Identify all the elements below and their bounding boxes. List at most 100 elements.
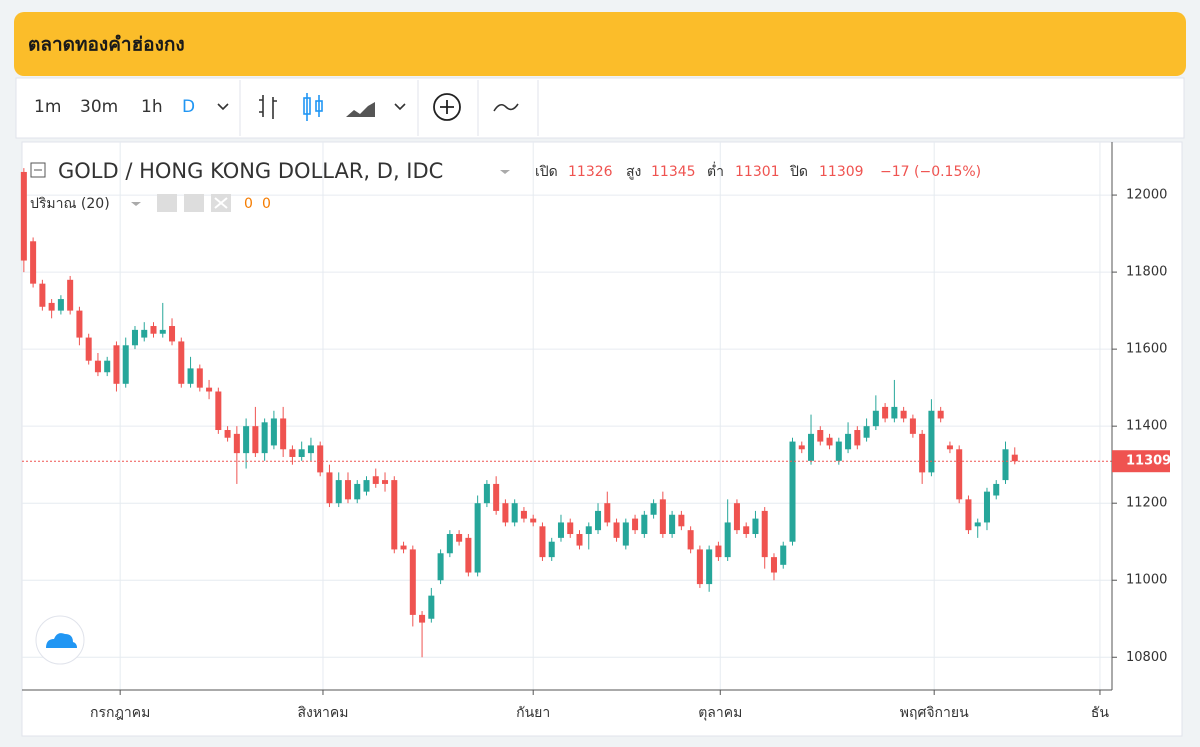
candle-body — [113, 345, 120, 384]
area-icon[interactable] — [346, 102, 375, 117]
candle-body — [372, 476, 379, 484]
candle-body — [483, 483, 490, 504]
candle-body — [511, 503, 518, 523]
volume-value: 0 — [262, 196, 271, 212]
candle-body — [456, 534, 463, 542]
candle-body — [1011, 454, 1018, 462]
candle-body — [493, 483, 500, 511]
candle-body — [243, 426, 250, 454]
candle-body — [122, 345, 129, 384]
candle-body — [261, 422, 268, 454]
candle-body — [548, 541, 555, 558]
candle-body — [354, 483, 361, 500]
candle-body — [789, 441, 796, 542]
interval-button[interactable]: D — [182, 97, 195, 117]
candle-body — [604, 503, 611, 523]
candle-body — [150, 326, 157, 334]
candle-body — [678, 514, 685, 527]
candle-body — [696, 549, 703, 585]
plot — [20, 142, 1112, 690]
ohlc-label: ปิด — [790, 164, 808, 180]
ohlc-label: สูง — [626, 164, 641, 180]
ohlc-value: 11326 — [568, 164, 613, 180]
candle-body — [187, 368, 194, 384]
candle-body — [900, 410, 907, 419]
logo — [46, 633, 77, 648]
candle-body — [687, 530, 694, 550]
candle-body — [854, 430, 861, 446]
ohlc-values: 11326 11345 11301 11309 — [568, 164, 864, 180]
bars-icon[interactable] — [259, 95, 277, 119]
candle-body — [104, 360, 111, 373]
compare-icon[interactable] — [493, 103, 519, 112]
chart-frame — [21, 141, 1183, 737]
candle-body — [798, 445, 805, 450]
candle-body — [270, 418, 277, 446]
candle-body — [206, 387, 213, 392]
dropdown-icon[interactable] — [217, 103, 229, 111]
ohlc-label: เปิด — [535, 164, 558, 180]
y-tick-label: 10800 — [1126, 650, 1167, 665]
candle-body — [863, 426, 870, 438]
candle-body — [826, 437, 833, 446]
y-tick-label: 11000 — [1126, 573, 1167, 588]
dropdown-icon[interactable] — [131, 202, 141, 206]
candle-body — [530, 518, 537, 523]
candle-body — [474, 503, 481, 573]
candle-body — [520, 510, 527, 519]
candle-body — [419, 614, 426, 623]
candle-body — [715, 545, 722, 558]
add-indicator-icon[interactable] — [433, 93, 461, 121]
candle-body — [382, 480, 389, 484]
candle-body — [85, 337, 92, 361]
candle-body — [641, 514, 648, 535]
ohlc-value: 11345 — [651, 164, 696, 180]
candle-body — [196, 368, 203, 388]
candle-body — [335, 480, 342, 504]
candle-body — [613, 522, 620, 538]
candle-body — [659, 499, 666, 535]
eye-icon[interactable] — [157, 194, 177, 212]
candle-body — [909, 418, 916, 434]
candle-body — [770, 557, 777, 573]
dropdown-icon[interactable] — [500, 170, 510, 174]
candle-body — [437, 553, 444, 581]
candle-body — [919, 433, 926, 473]
interval-button[interactable]: 1h — [141, 97, 163, 117]
legend-title: GOLD / HONG KONG DOLLAR, D, IDC — [58, 159, 443, 183]
candle-body — [567, 522, 574, 535]
x-tick-label: ตุลาคม — [698, 705, 742, 721]
settings-icon[interactable] — [184, 194, 204, 212]
candle-body — [983, 491, 990, 523]
candle-body — [752, 518, 759, 535]
candle-body — [76, 310, 83, 338]
dropdown-icon[interactable] — [394, 103, 406, 111]
candle-body — [20, 171, 27, 261]
candle-body — [706, 549, 713, 585]
candle-body — [946, 445, 953, 450]
candle-body — [502, 503, 509, 523]
y-tick-label: 11800 — [1126, 265, 1167, 280]
candle-body — [974, 522, 981, 527]
candle-body — [326, 472, 333, 504]
candle-body — [808, 433, 815, 461]
candle-body — [993, 483, 1000, 496]
candle-body — [224, 430, 231, 438]
candle-body — [280, 418, 287, 450]
candle-body — [48, 302, 55, 311]
interval-button[interactable]: 1m — [34, 97, 61, 117]
candle-body — [67, 279, 74, 311]
candles-icon[interactable] — [303, 93, 323, 121]
close-icon — [214, 197, 228, 209]
ohlc-label: ต่ำ — [707, 162, 724, 180]
collapse-icon[interactable] — [30, 162, 46, 178]
candle-body — [178, 341, 185, 384]
candle-body — [724, 522, 731, 558]
candle-body — [391, 480, 398, 550]
header-bar — [14, 12, 1186, 76]
y-tick-label: 11200 — [1126, 496, 1167, 511]
interval-button[interactable]: 30m — [80, 97, 118, 117]
candle-body — [159, 329, 166, 334]
